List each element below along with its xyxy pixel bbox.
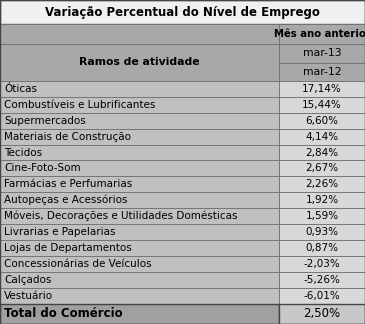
Text: 1,59%: 1,59% bbox=[306, 211, 339, 221]
Text: Mês ano anterior: Mês ano anterior bbox=[274, 29, 365, 39]
Bar bbox=[279, 24, 365, 44]
Text: Lojas de Departamentos: Lojas de Departamentos bbox=[4, 243, 132, 253]
Bar bbox=[279, 224, 365, 240]
Bar bbox=[279, 97, 365, 113]
Bar bbox=[279, 63, 365, 81]
Bar bbox=[279, 129, 365, 145]
Text: 2,67%: 2,67% bbox=[306, 163, 339, 173]
Text: -6,01%: -6,01% bbox=[304, 291, 341, 301]
Bar bbox=[0, 304, 279, 324]
Bar bbox=[0, 145, 279, 160]
Bar bbox=[0, 224, 279, 240]
Text: Cine-Foto-Som: Cine-Foto-Som bbox=[4, 163, 81, 173]
Bar bbox=[279, 304, 365, 324]
Text: Autopeças e Acessórios: Autopeças e Acessórios bbox=[4, 195, 128, 205]
Text: Supermercados: Supermercados bbox=[4, 116, 86, 126]
Text: 17,14%: 17,14% bbox=[302, 84, 342, 94]
Bar bbox=[0, 256, 279, 272]
Bar bbox=[0, 97, 279, 113]
Text: Óticas: Óticas bbox=[4, 84, 37, 94]
Text: Ramos de atividade: Ramos de atividade bbox=[79, 57, 200, 67]
Bar bbox=[0, 208, 279, 224]
Bar bbox=[0, 240, 279, 256]
Text: Combustíveis e Lubrificantes: Combustíveis e Lubrificantes bbox=[4, 100, 156, 110]
Bar bbox=[0, 192, 279, 208]
Text: 1,92%: 1,92% bbox=[306, 195, 339, 205]
Text: Materiais de Construção: Materiais de Construção bbox=[4, 132, 131, 142]
Bar bbox=[279, 192, 365, 208]
Bar bbox=[279, 272, 365, 288]
Text: Calçados: Calçados bbox=[4, 275, 52, 285]
Bar bbox=[0, 24, 279, 44]
Bar bbox=[279, 81, 365, 97]
Bar bbox=[0, 44, 279, 81]
Bar bbox=[0, 129, 279, 145]
Text: Farmácias e Perfumarias: Farmácias e Perfumarias bbox=[4, 179, 132, 189]
Text: -2,03%: -2,03% bbox=[304, 259, 341, 269]
Text: Tecidos: Tecidos bbox=[4, 147, 42, 157]
Bar bbox=[279, 240, 365, 256]
Bar bbox=[279, 288, 365, 304]
Bar bbox=[0, 272, 279, 288]
Text: Móveis, Decorações e Utilidades Domésticas: Móveis, Decorações e Utilidades Doméstic… bbox=[4, 211, 238, 221]
Text: 6,60%: 6,60% bbox=[306, 116, 339, 126]
Bar bbox=[0, 160, 279, 176]
Text: mar-13: mar-13 bbox=[303, 49, 341, 58]
Bar bbox=[0, 81, 279, 97]
Text: mar-12: mar-12 bbox=[303, 67, 341, 77]
Bar bbox=[279, 208, 365, 224]
Bar bbox=[279, 44, 365, 63]
Text: Vestuário: Vestuário bbox=[4, 291, 54, 301]
Text: 0,87%: 0,87% bbox=[306, 243, 339, 253]
Text: 2,26%: 2,26% bbox=[306, 179, 339, 189]
Text: Total do Comércio: Total do Comércio bbox=[4, 307, 123, 320]
Bar bbox=[0, 0, 365, 24]
Bar bbox=[0, 288, 279, 304]
Text: -5,26%: -5,26% bbox=[304, 275, 341, 285]
Text: 2,84%: 2,84% bbox=[306, 147, 339, 157]
Text: 2,50%: 2,50% bbox=[304, 307, 341, 320]
Bar bbox=[0, 113, 279, 129]
Text: Concessionárias de Veículos: Concessionárias de Veículos bbox=[4, 259, 152, 269]
Bar bbox=[279, 176, 365, 192]
Text: 0,93%: 0,93% bbox=[306, 227, 339, 237]
Bar bbox=[279, 160, 365, 176]
Text: Variação Percentual do Nível de Emprego: Variação Percentual do Nível de Emprego bbox=[45, 6, 320, 19]
Text: 4,14%: 4,14% bbox=[306, 132, 339, 142]
Bar bbox=[279, 113, 365, 129]
Bar bbox=[0, 176, 279, 192]
Text: 15,44%: 15,44% bbox=[302, 100, 342, 110]
Text: Livrarias e Papelarias: Livrarias e Papelarias bbox=[4, 227, 116, 237]
Bar bbox=[279, 145, 365, 160]
Bar bbox=[279, 256, 365, 272]
